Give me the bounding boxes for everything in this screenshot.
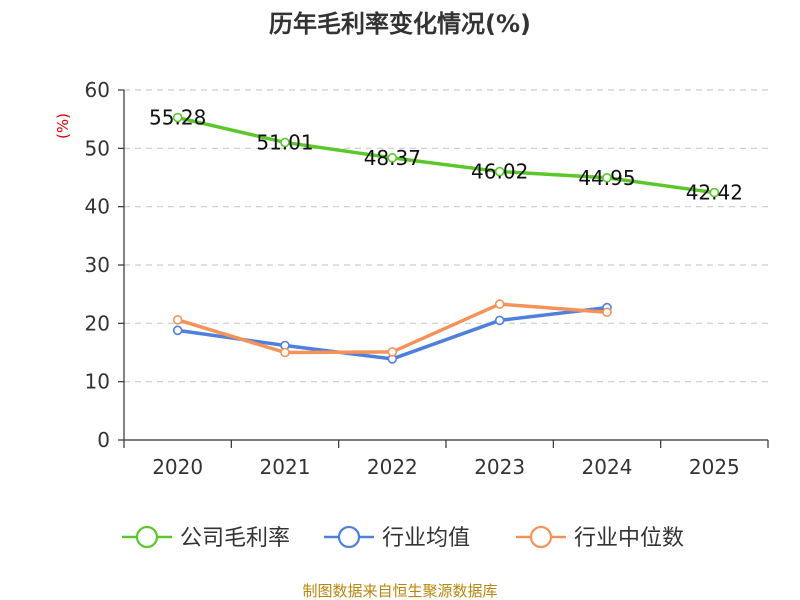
series-line-2: [175, 302, 609, 355]
series-2-point-2020: [172, 315, 183, 325]
x-tick-label-2020: 2020: [152, 455, 203, 479]
x-tick-label-2021: 2021: [260, 455, 311, 479]
series-0-point-2022: [387, 153, 398, 163]
y-axis-unit: (%): [54, 113, 72, 139]
series-0-point-2024: [602, 172, 612, 183]
legend-marker-0: [135, 525, 159, 549]
legend-label-1: 行业均值: [382, 526, 470, 551]
series-0-point-2021: [280, 137, 290, 148]
series-0-point-2020: [172, 112, 183, 123]
data-source-note: 制图数据来自恒生聚源数据库: [302, 582, 497, 600]
data-label-2022: 48.37: [364, 146, 421, 170]
chart-title: 历年毛利率变化情况(%): [269, 10, 531, 38]
legend-marker-1: [337, 525, 361, 549]
x-tick-label-2024: 2024: [582, 455, 633, 479]
x-tick-label-2023: 2023: [474, 455, 525, 479]
x-tick-label-2025: 2025: [689, 455, 740, 479]
data-label-2024: 44.95: [578, 166, 635, 190]
series-2-point-2022: [387, 347, 398, 357]
legend-label-2: 行业中位数: [574, 526, 684, 551]
y-tick-label-60: 60: [85, 78, 110, 102]
data-label-2020: 55.28: [149, 106, 206, 130]
y-tick-label-50: 50: [85, 136, 110, 160]
series-1-point-2023: [494, 315, 505, 326]
series-2-point-2021: [280, 347, 290, 358]
series-0-point-2025: [709, 187, 720, 198]
legend-label-0: 公司毛利率: [180, 526, 290, 551]
series-2-point-2024: [602, 307, 612, 318]
y-tick-label-20: 20: [85, 311, 110, 335]
x-tick-label-2022: 2022: [367, 455, 418, 479]
y-tick-label-40: 40: [85, 195, 110, 219]
y-tick-label-0: 0: [97, 428, 110, 452]
data-label-2023: 46.02: [471, 160, 528, 184]
y-tick-label-10: 10: [85, 370, 110, 394]
data-label-2025: 42.42: [686, 181, 743, 205]
y-tick-label-30: 30: [85, 253, 110, 277]
series-2-point-2023: [494, 299, 505, 309]
data-label-2021: 51.01: [256, 130, 313, 154]
series-line-0: [175, 115, 717, 195]
series-1-point-2020: [172, 325, 183, 336]
series-0-point-2023: [494, 166, 505, 177]
legend-marker-2: [529, 525, 553, 549]
